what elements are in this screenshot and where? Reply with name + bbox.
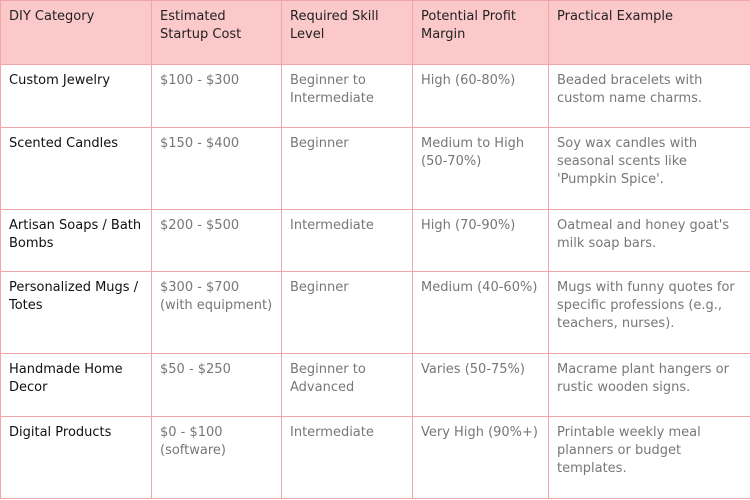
table-row: Digital Products $0 - $100 (software) Inte… — [0, 416, 750, 499]
table-row: Scented Candles $150 - $400 Beginner Medium… — [0, 127, 750, 210]
table-cell: Beginner — [281, 127, 413, 210]
table-cell: Mugs with funny quotes for specific prof… — [548, 271, 750, 354]
table-cell: Personalized Mugs / Totes — [0, 271, 152, 354]
table-row: Handmade Home Decor $50 - $250 Beginner to… — [0, 353, 750, 417]
table-cell: Beginner to Intermediate — [281, 64, 413, 128]
header-cell: Potential Profit Margin — [412, 0, 549, 65]
table-cell: Oatmeal and honey goat's milk soap bars. — [548, 209, 750, 272]
table-cell: Artisan Soaps / Bath Bombs — [0, 209, 152, 272]
table-cell: Intermediate — [281, 209, 413, 272]
table-cell: Printable weekly meal planners or budget… — [548, 416, 750, 499]
table-cell: Varies (50-75%) — [412, 353, 549, 417]
table-cell: $50 - $250 — [151, 353, 282, 417]
table-cell: Handmade Home Decor — [0, 353, 152, 417]
table-cell: $150 - $400 — [151, 127, 282, 210]
table-row: Artisan Soaps / Bath Bombs $200 - $500 Int… — [0, 209, 750, 272]
table-cell: $200 - $500 — [151, 209, 282, 272]
table-cell: Scented Candles — [0, 127, 152, 210]
header-cell: Estimated Startup Cost — [151, 0, 282, 65]
header-cell: DIY Category — [0, 0, 152, 65]
table-cell: Macrame plant hangers or rustic wooden s… — [548, 353, 750, 417]
table-cell: Beaded bracelets with custom name charms… — [548, 64, 750, 128]
table-row: Personalized Mugs / Totes $300 - $700 (wi… — [0, 271, 750, 354]
table-cell: Medium (40-60%) — [412, 271, 549, 354]
table-cell: Digital Products — [0, 416, 152, 499]
table-cell: Beginner to Advanced — [281, 353, 413, 417]
table-cell: High (60-80%) — [412, 64, 549, 128]
header-cell: Required Skill Level — [281, 0, 413, 65]
header-row: DIY Category Estimated Startup Cost Requir… — [0, 0, 750, 65]
header-cell: Practical Example — [548, 0, 750, 65]
table-cell: High (70-90%) — [412, 209, 549, 272]
table-cell: $300 - $700 (with equipment) — [151, 271, 282, 354]
table-cell: Intermediate — [281, 416, 413, 499]
table-cell: Medium to High (50-70%) — [412, 127, 549, 210]
table-cell: Soy wax candles with seasonal scents lik… — [548, 127, 750, 210]
table-cell: Very High (90%+) — [412, 416, 549, 499]
table-row: Custom Jewelry $100 - $300 Beginner to Int… — [0, 64, 750, 128]
table-cell: Custom Jewelry — [0, 64, 152, 128]
table-cell: $0 - $100 (software) — [151, 416, 282, 499]
table-cell: Beginner — [281, 271, 413, 354]
table-cell: $100 - $300 — [151, 64, 282, 128]
